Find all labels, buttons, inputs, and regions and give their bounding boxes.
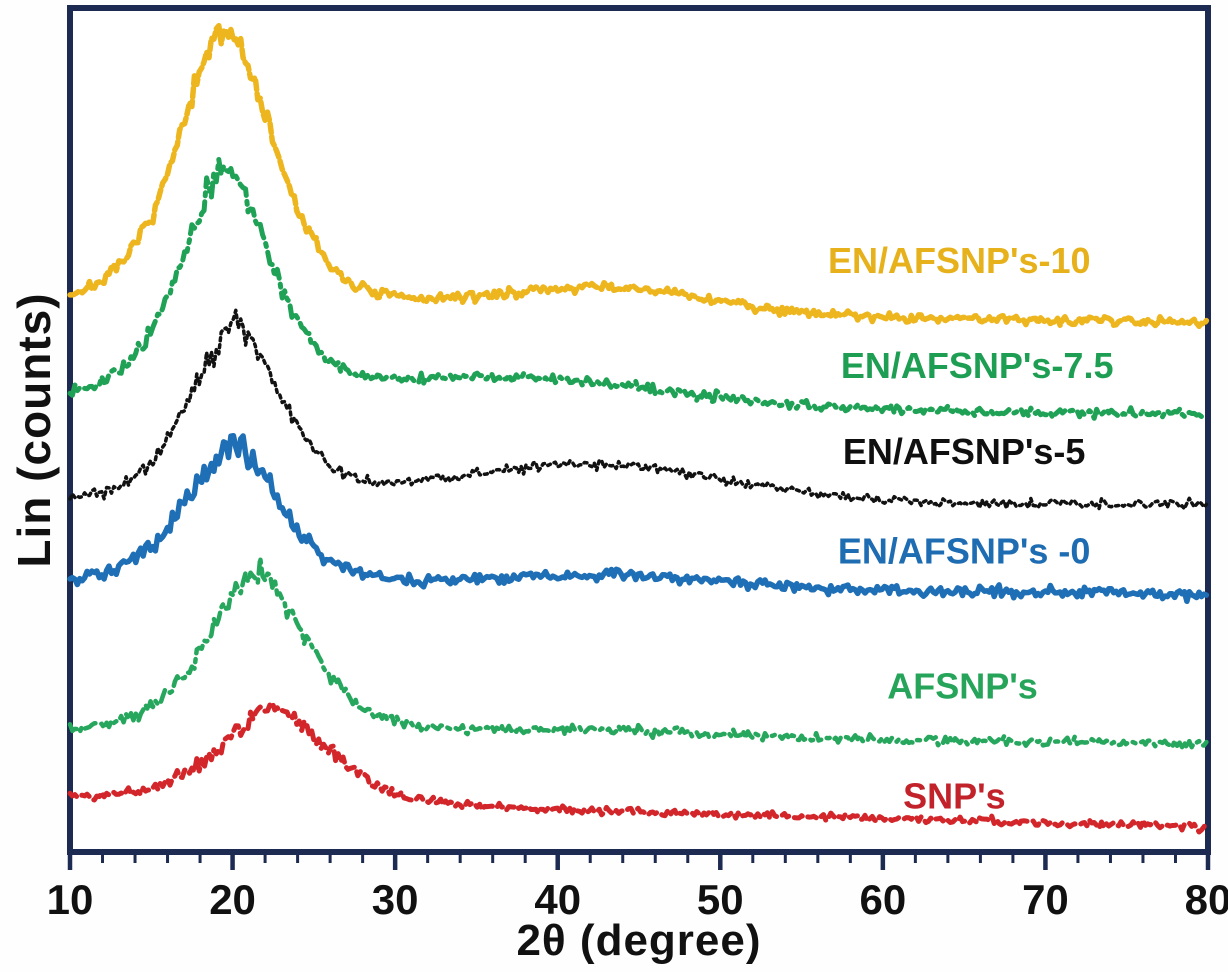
curve-snp-s bbox=[67, 700, 1209, 835]
curve-en-afsnp-s-5 bbox=[68, 308, 1209, 511]
series-label-en-afsnp-s-0: EN/AFSNP's -0 bbox=[838, 531, 1091, 572]
x-tick-label-20: 20 bbox=[209, 876, 256, 923]
series-label-snp-s: SNP's bbox=[903, 775, 1006, 816]
series-label-afsnp-s: AFSNP's bbox=[887, 666, 1038, 707]
curve-afsnp-s bbox=[67, 555, 1209, 751]
x-tick-label-80: 80 bbox=[1185, 876, 1228, 923]
series-label-en-afsnp-s-10: EN/AFSNP's-10 bbox=[828, 240, 1091, 281]
series-label-en-afsnp-s-7.5: EN/AFSNP's-7.5 bbox=[841, 345, 1114, 386]
curve-en-afsnp-s-7.5 bbox=[67, 157, 1209, 421]
series-label-en-afsnp-s-5: EN/AFSNP's-5 bbox=[843, 431, 1086, 472]
curve-en-afsnp-s-10 bbox=[67, 22, 1210, 330]
x-tick-label-40: 40 bbox=[534, 876, 581, 923]
x-tick-label-10: 10 bbox=[47, 876, 94, 923]
x-tick-label-50: 50 bbox=[697, 876, 744, 923]
x-tick-label-30: 30 bbox=[372, 876, 419, 923]
plot-frame bbox=[67, 5, 1211, 855]
y-axis-title: Lin (counts) bbox=[8, 292, 60, 568]
x-tick-label-70: 70 bbox=[1022, 876, 1069, 923]
x-tick-label-60: 60 bbox=[859, 876, 906, 923]
curve-en-afsnp-s-0 bbox=[67, 432, 1210, 605]
x-axis-title: 2θ (degree) bbox=[516, 916, 762, 965]
